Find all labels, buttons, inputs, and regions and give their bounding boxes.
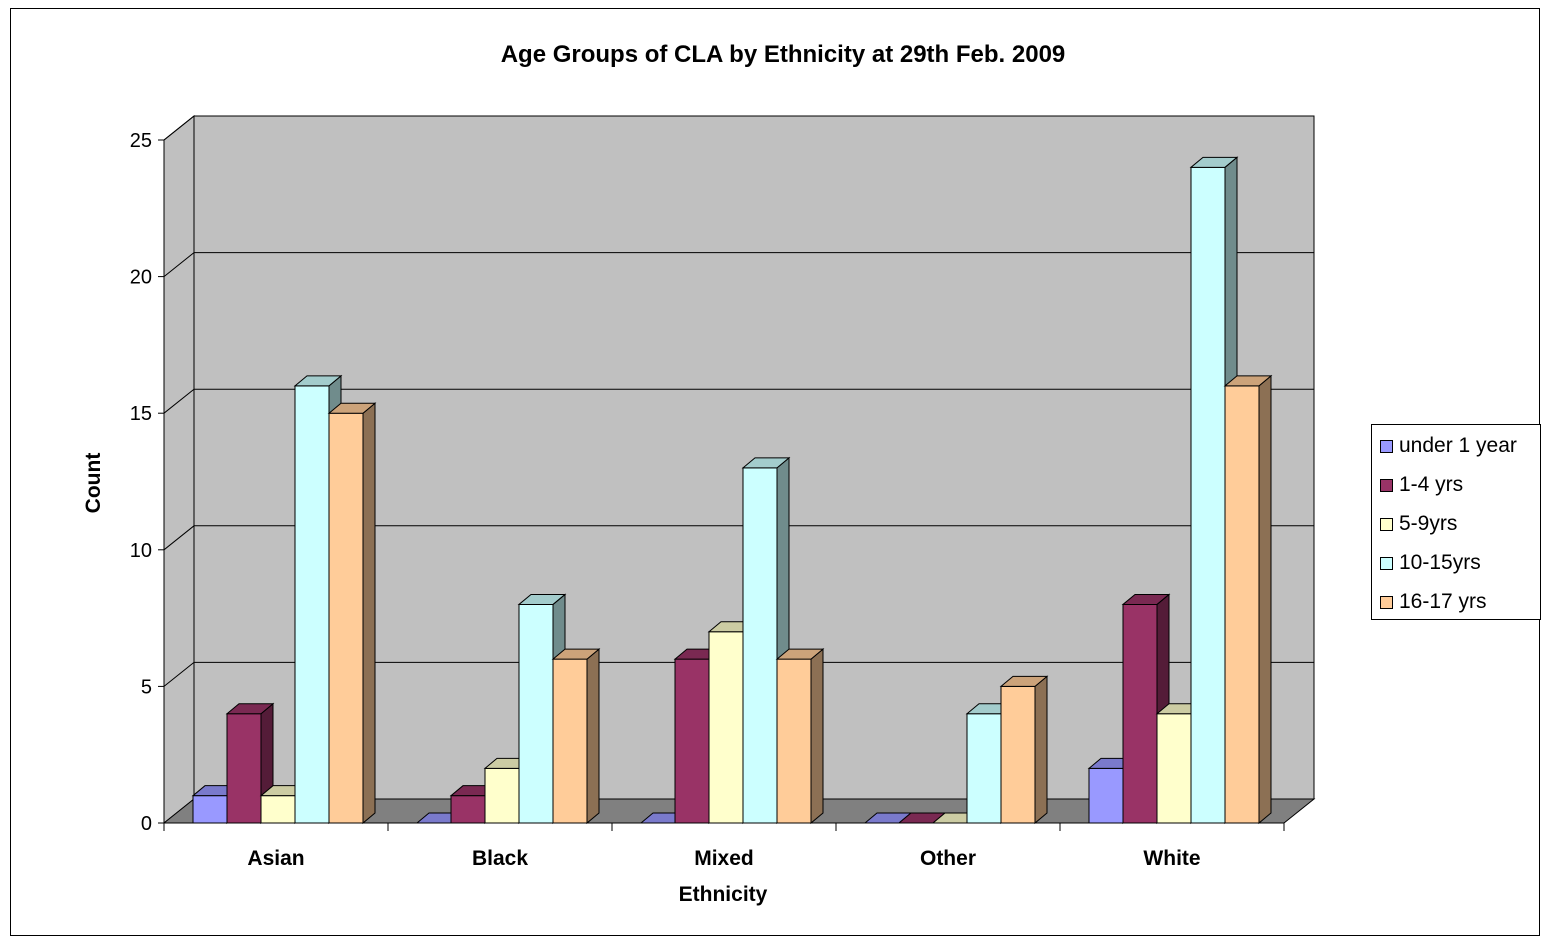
x-tick-label: Mixed	[694, 847, 754, 870]
y-tick-label: 20	[130, 267, 152, 289]
bar	[328, 412, 364, 824]
bar	[484, 767, 520, 824]
bar	[450, 795, 486, 824]
bar-top	[517, 593, 567, 605]
bar-top	[1121, 593, 1171, 605]
bar-side	[1034, 675, 1048, 825]
bar	[1224, 385, 1260, 824]
legend-label: 1-4 yrs	[1399, 473, 1464, 496]
bar-top	[1223, 375, 1273, 387]
x-axis-label: Ethnicity	[679, 883, 768, 906]
y-tick-label: 5	[141, 676, 152, 698]
bar	[966, 713, 1002, 824]
bar	[1088, 767, 1124, 824]
legend-label: 10-15yrs	[1399, 551, 1481, 574]
legend-swatch	[1380, 556, 1393, 570]
x-tick-label: Black	[472, 847, 528, 870]
legend-label: 5-9yrs	[1399, 512, 1458, 535]
bar-side	[586, 648, 600, 825]
chart-title: Age Groups of CLA by Ethnicity at 29th F…	[501, 41, 1066, 68]
bar-side	[362, 402, 376, 825]
bar	[674, 658, 710, 824]
bar	[294, 385, 330, 824]
bar	[260, 795, 296, 824]
bar	[1156, 713, 1192, 824]
legend-item: 5-9yrs	[1380, 512, 1458, 535]
y-tick-label: 25	[130, 130, 152, 152]
gridline	[163, 252, 1314, 277]
bar-top	[775, 648, 825, 660]
y-tick-label: 15	[130, 403, 152, 425]
legend-swatch	[1380, 517, 1393, 531]
y-axis-label: Count	[82, 453, 105, 514]
bar-top	[1189, 156, 1239, 168]
legend: under 1 year 1-4 yrs 5-9yrs 10-15yrs 16-17 y…	[1371, 424, 1541, 620]
legend-swatch	[1380, 439, 1393, 453]
bar	[1190, 166, 1226, 824]
bar-top	[293, 375, 343, 387]
x-tick-label: Asian	[247, 847, 304, 870]
bar-top	[327, 402, 377, 414]
bar-top	[225, 703, 275, 715]
bar-top	[999, 675, 1049, 687]
x-tick-label: White	[1143, 847, 1200, 870]
bar	[1000, 685, 1036, 824]
gridline	[163, 115, 1314, 141]
legend-swatch	[1380, 478, 1393, 492]
bar	[742, 467, 778, 824]
plot-side-wall	[163, 114, 195, 825]
legend-item: 1-4 yrs	[1380, 473, 1464, 496]
legend-label: 16-17 yrs	[1399, 590, 1487, 613]
y-tick-label: 10	[130, 540, 152, 562]
legend-item: 16-17 yrs	[1380, 590, 1487, 613]
bar-top	[741, 457, 791, 469]
bar	[708, 631, 744, 824]
bar	[776, 658, 812, 824]
legend-swatch	[1380, 595, 1393, 609]
bar-side	[1258, 374, 1272, 825]
bar	[192, 795, 228, 824]
bar-top	[551, 648, 601, 660]
legend-item: under 1 year	[1380, 434, 1517, 457]
bar	[518, 603, 554, 824]
gridline	[163, 525, 1314, 551]
bar	[1122, 603, 1158, 824]
legend-item: 10-15yrs	[1380, 551, 1481, 574]
x-tick-label: Other	[920, 847, 976, 870]
legend-label: under 1 year	[1399, 434, 1517, 457]
bar	[552, 658, 588, 824]
bar-side	[810, 648, 824, 825]
gridline	[163, 388, 1314, 414]
gridline	[163, 661, 1314, 687]
bar	[226, 713, 262, 824]
y-tick-label: 0	[141, 813, 152, 835]
